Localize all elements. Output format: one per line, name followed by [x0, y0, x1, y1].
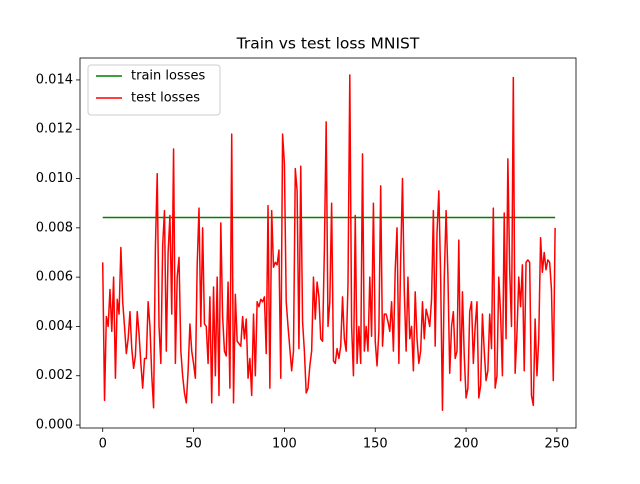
y-tick-label: 0.012	[36, 122, 73, 137]
legend-label: test losses	[131, 91, 200, 106]
x-tick-label: 0	[99, 437, 107, 452]
y-tick-label: 0.000	[36, 418, 73, 433]
axes-frame	[79, 57, 577, 429]
y-tick-label: 0.006	[36, 270, 73, 285]
y-tick-label: 0.002	[36, 368, 73, 383]
legend-box	[87, 64, 221, 116]
x-tick-label: 50	[185, 437, 202, 452]
legend-label: train losses	[131, 69, 206, 84]
x-tick-label: 100	[272, 437, 297, 452]
x-tick-label: 150	[363, 437, 388, 452]
y-tick-label: 0.014	[36, 72, 73, 87]
y-tick-label: 0.010	[36, 171, 73, 186]
x-tick-label: 200	[454, 437, 479, 452]
y-tick-label: 0.008	[36, 220, 73, 235]
x-tick-label: 250	[545, 437, 570, 452]
y-tick-label: 0.004	[36, 319, 73, 334]
chart-title: Train vs test loss MNIST	[236, 35, 420, 53]
line-series	[101, 74, 556, 411]
